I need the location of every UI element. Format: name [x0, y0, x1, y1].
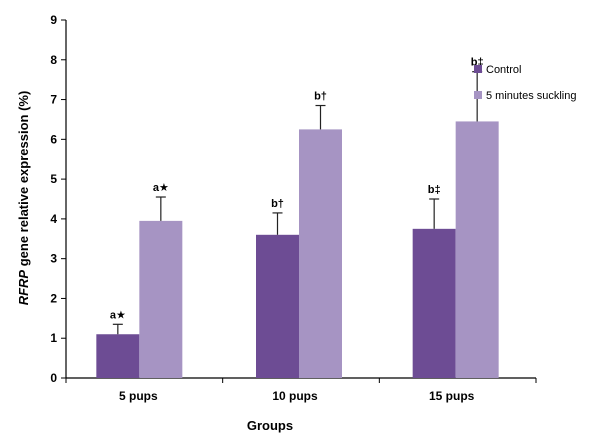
y-tick-label: 4 [50, 212, 57, 226]
bar-suckling [455, 121, 499, 378]
bar-suckling [299, 129, 342, 378]
bar-control [256, 234, 299, 378]
bar-significance-label: a★ [110, 309, 126, 321]
y-ticks: 0 1 2 3 4 5 6 7 8 9 [50, 13, 66, 385]
y-tick-label: 2 [50, 291, 57, 305]
y-axis-title: RFRP gene relative expression (%) [16, 91, 31, 306]
legend-label: Control [486, 64, 521, 76]
y-axis-title-gene: RFRP [16, 270, 31, 306]
y-tick-label: 9 [50, 13, 57, 27]
bar-significance-label: b‡ [428, 184, 441, 196]
y-tick-label: 5 [50, 172, 57, 186]
bar-significance-label: b† [314, 91, 327, 103]
bar-suckling [139, 220, 183, 378]
y-tick-label: 0 [50, 371, 57, 385]
category-label: 5 pups [119, 389, 158, 403]
x-axis-title: Groups [247, 418, 293, 433]
legend: Control 5 minutes suckling [474, 64, 577, 102]
bar-significance-label: a★ [153, 182, 169, 194]
y-tick-label: 1 [50, 331, 57, 345]
legend-swatch [474, 65, 482, 73]
bar-control [412, 228, 456, 378]
y-tick-label: 7 [50, 93, 57, 107]
y-tick-label: 6 [50, 132, 57, 146]
y-tick-label: 8 [50, 53, 57, 67]
legend-label: 5 minutes suckling [486, 90, 577, 102]
x-ticks: 5 pups 10 pups 15 pups [65, 378, 537, 403]
bar-control [96, 334, 140, 378]
category-label: 15 pups [429, 389, 475, 403]
bar-significance-label: b† [271, 198, 284, 210]
bars [96, 71, 499, 378]
category-label: 10 pups [272, 389, 318, 403]
y-tick-label: 3 [50, 252, 57, 266]
y-axis-title-rest: gene relative expression (%) [16, 91, 31, 270]
legend-swatch [474, 91, 482, 99]
